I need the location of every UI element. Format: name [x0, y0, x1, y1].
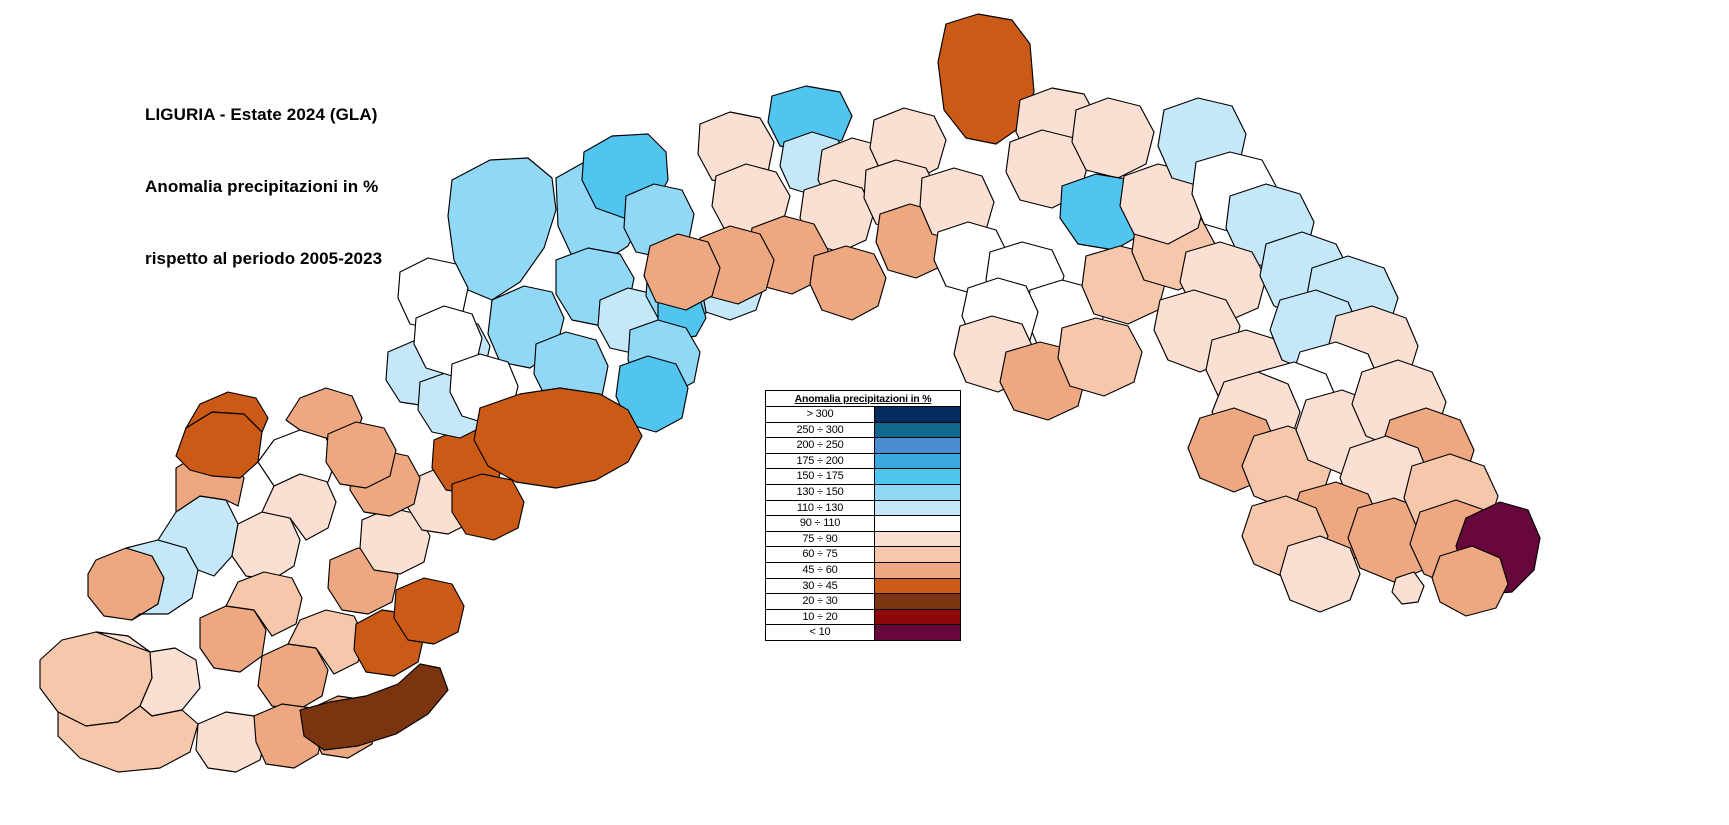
municipality-savona-cst [473, 387, 643, 489]
legend-label: 200 ÷ 250 [766, 438, 875, 453]
legend-swatch [875, 469, 960, 484]
legend-row: 45 ÷ 60 [766, 562, 960, 579]
legend-label: 20 ÷ 30 [766, 594, 875, 609]
legend-label: 110 ÷ 130 [766, 500, 875, 516]
legend-swatch [875, 516, 960, 531]
legend-swatch [875, 438, 960, 453]
title-line-2: Anomalia precipitazioni in % [145, 177, 379, 196]
municipality-imperia-sw-b [95, 631, 201, 717]
municipality-imperia-e-a [199, 605, 267, 673]
municipality-gen-g [1057, 317, 1143, 397]
legend-label: 45 ÷ 60 [766, 562, 875, 578]
map-title-block: LIGURIA - Estate 2024 (GLA) Anomalia pre… [145, 55, 382, 319]
legend-swatch [875, 531, 960, 547]
legend-row: > 300 [766, 407, 960, 423]
municipality-imperia-e-c [257, 643, 329, 711]
legend-label: 130 ÷ 150 [766, 484, 875, 500]
legend-swatch [875, 500, 960, 516]
municipality-imperia-e-o [325, 421, 397, 489]
municipality-sav-n-i [643, 233, 721, 311]
legend-row: < 10 [766, 625, 960, 640]
municipality-savona-w-d [447, 157, 557, 301]
legend-swatch [875, 578, 960, 594]
legend-swatch [875, 625, 960, 640]
legend-row: 150 ÷ 175 [766, 469, 960, 485]
municipality-sp-portovenere [1391, 571, 1425, 605]
municipality-sp-p [1279, 535, 1361, 613]
legend-row: 250 ÷ 300 [766, 422, 960, 439]
municipality-sav-n-a [767, 85, 853, 153]
legend-row: 60 ÷ 75 [766, 547, 960, 563]
title-line-3: rispetto al periodo 2005-2023 [145, 249, 383, 268]
legend-swatch [875, 484, 960, 500]
legend-box: Anomalia precipitazioni in % > 300 250 ÷ … [765, 390, 961, 641]
legend-label: < 10 [766, 625, 875, 640]
legend-row: 130 ÷ 150 [766, 484, 960, 501]
legend-label: 60 ÷ 75 [766, 547, 875, 562]
municipality-sav-c-j [1071, 97, 1155, 179]
legend-swatch [875, 594, 960, 609]
legend-swatch [875, 407, 960, 422]
legend-row: 90 ÷ 110 [766, 516, 960, 532]
legend-row: 175 ÷ 200 [766, 453, 960, 470]
municipality-imperia-n-c [185, 391, 269, 433]
legend-row: 10 ÷ 20 [766, 609, 960, 626]
municipality-imperia-c-a [231, 511, 301, 581]
legend-rows: > 300 250 ÷ 300 200 ÷ 250 175 ÷ 200 150 ÷ 17… [766, 407, 960, 640]
title-line-1: LIGURIA - Estate 2024 (GLA) [145, 105, 378, 124]
legend-swatch [875, 562, 960, 578]
legend-swatch [875, 453, 960, 469]
legend-label: 250 ÷ 300 [766, 422, 875, 438]
municipality-imperia-e-q [451, 473, 525, 541]
legend-swatch [875, 609, 960, 625]
legend-title: Anomalia precipitazioni in % [766, 391, 960, 407]
legend-label: 75 ÷ 90 [766, 531, 875, 547]
legend-label: 30 ÷ 45 [766, 578, 875, 594]
legend-row: 110 ÷ 130 [766, 500, 960, 517]
municipality-imperia-e-h [299, 663, 449, 751]
municipality-sp-q [1431, 545, 1509, 617]
legend-swatch [875, 422, 960, 438]
legend-label: 175 ÷ 200 [766, 453, 875, 469]
legend-row: 30 ÷ 45 [766, 578, 960, 595]
legend-label: 90 ÷ 110 [766, 516, 875, 531]
legend-label: 10 ÷ 20 [766, 609, 875, 625]
legend-row: 20 ÷ 30 [766, 594, 960, 610]
legend-row: 75 ÷ 90 [766, 531, 960, 548]
legend-row: 200 ÷ 250 [766, 438, 960, 454]
legend-swatch [875, 547, 960, 562]
municipality-imperia-e-e [195, 711, 267, 773]
legend-label: > 300 [766, 407, 875, 422]
legend-label: 150 ÷ 175 [766, 469, 875, 484]
municipality-layer [39, 13, 1541, 773]
municipality-imperia-e-j [393, 577, 465, 645]
municipality-imperia-e-b [225, 571, 303, 637]
municipality-sav-c-d [809, 245, 887, 321]
